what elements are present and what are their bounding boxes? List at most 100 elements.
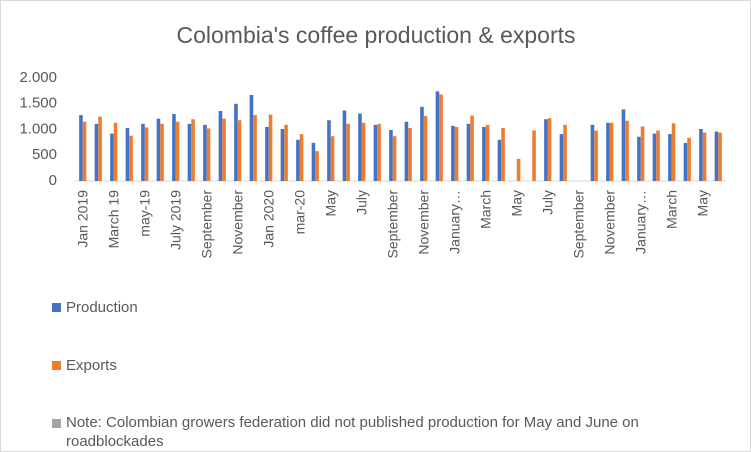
bar: [702, 132, 707, 181]
bar: [532, 130, 536, 181]
bar: [361, 122, 366, 181]
bar: [423, 116, 428, 181]
bar: [373, 124, 378, 181]
bar: [129, 135, 133, 181]
bar: [516, 158, 521, 181]
bar: [640, 126, 645, 181]
bar: [718, 132, 722, 181]
x-tick-label: May: [508, 190, 524, 216]
x-tick-label: January…: [632, 190, 648, 254]
legend-note: Note: Colombian growers federation did n…: [66, 414, 639, 450]
bar: [82, 121, 87, 181]
bar: [420, 106, 424, 181]
bar: [625, 120, 629, 181]
bar: [342, 110, 347, 181]
x-tick-label: May: [694, 190, 710, 216]
legend-label: Production: [66, 299, 138, 316]
bar: [714, 131, 719, 181]
bar: [652, 133, 657, 181]
chart-title: Colombia's coffee production & exports: [176, 22, 575, 48]
bar: [547, 118, 552, 181]
bar: [377, 123, 381, 181]
x-tick-label: March 19: [105, 190, 121, 249]
bar: [110, 133, 114, 181]
bar: [470, 115, 474, 181]
bar: [296, 139, 300, 181]
x-tick-label: March: [477, 190, 493, 229]
legend-label: Exports: [66, 357, 117, 374]
y-tick-label: 0: [49, 172, 57, 189]
bar: [497, 139, 502, 181]
bar: [175, 121, 180, 181]
bar: [234, 103, 238, 181]
bar: [606, 122, 610, 181]
x-tick-label: July: [539, 190, 555, 215]
y-tick-label: 500: [32, 146, 57, 163]
bar: [687, 137, 691, 181]
bar: [358, 113, 362, 181]
bar: [656, 130, 660, 181]
bar: [156, 118, 161, 181]
y-tick-label: 1.000: [19, 120, 57, 137]
bar: [206, 128, 211, 181]
bar: [346, 123, 350, 181]
bar: [187, 123, 192, 181]
legend-swatch: [52, 361, 61, 370]
bar: [265, 126, 269, 181]
bar: [439, 94, 443, 181]
bar: [237, 120, 242, 181]
bar: [327, 120, 331, 181]
bar: [280, 128, 285, 181]
x-tick-label: September: [198, 190, 214, 259]
x-tick-label: November: [229, 190, 245, 255]
x-tick-label: Jan 2020: [260, 190, 276, 248]
bar: [253, 115, 257, 181]
bar: [141, 123, 145, 181]
x-tick-label: Jan 2019: [74, 190, 90, 248]
bar: [482, 126, 486, 181]
bar: [160, 123, 164, 181]
bar: [559, 134, 564, 181]
y-tick-label: 1.500: [19, 95, 57, 112]
x-tick-label: September: [570, 190, 586, 259]
bar: [315, 151, 319, 181]
legend-swatch: [52, 419, 61, 428]
bar: [466, 123, 471, 181]
bar: [113, 122, 118, 181]
bar: [544, 119, 548, 181]
bar: [125, 127, 130, 181]
x-tick-label: mar-20: [291, 190, 307, 235]
bar: [668, 134, 672, 181]
bar: [389, 130, 393, 181]
bar: [501, 127, 505, 181]
bar: [218, 110, 223, 181]
x-tick-label: January…: [446, 190, 462, 254]
bar: [284, 124, 288, 181]
bar: [485, 124, 490, 181]
bar: [590, 124, 595, 181]
bar: [268, 114, 273, 181]
bar: [683, 142, 688, 181]
bar: [609, 122, 614, 181]
bar: [311, 142, 316, 181]
bar: [98, 116, 102, 181]
x-tick-label: may-19: [136, 190, 152, 237]
x-tick-label: March: [663, 190, 679, 229]
bar: [435, 91, 440, 181]
bar: [621, 109, 626, 181]
bar: [144, 127, 149, 181]
bar: [172, 114, 176, 181]
bar: [563, 124, 567, 181]
x-tick-label: November: [601, 190, 617, 255]
bar: [454, 126, 459, 181]
bar: [299, 134, 304, 181]
bar: [249, 94, 254, 181]
x-tick-label: September: [384, 190, 400, 259]
bar: [191, 119, 195, 181]
bar: [404, 121, 409, 181]
bar: [79, 115, 83, 181]
x-tick-label: July 2019: [167, 190, 183, 250]
bar: [408, 127, 412, 181]
bar: [637, 136, 641, 181]
